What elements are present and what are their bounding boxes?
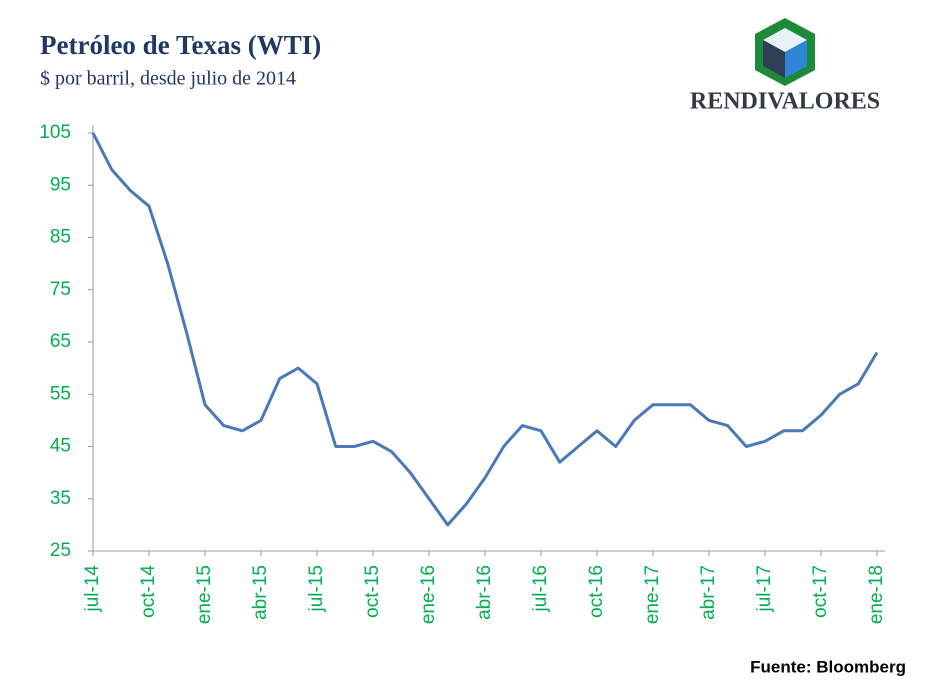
x-tick-label: oct-15 [362,565,383,618]
y-tick-label: 25 [50,540,71,561]
x-tick-label: jul-17 [754,565,775,612]
x-tick-label: abr-15 [250,565,271,620]
chart-title: Petróleo de Texas (WTI) [40,30,321,60]
x-tick-label: ene-15 [194,565,215,624]
x-tick-label: jul-16 [530,565,551,612]
x-tick-label: abr-17 [698,565,719,620]
chart-subtitle: $ por barril, desde julio de 2014 [40,68,296,90]
y-tick-label: 85 [50,227,71,248]
source: Fuente: Bloomberg [750,657,906,676]
y-tick-label: 35 [50,488,71,509]
y-tick-label: 75 [50,279,71,300]
brand: RENDIVALORES [690,89,880,115]
x-tick-label: jul-14 [82,565,103,613]
y-tick-label: 65 [50,331,71,352]
x-tick-label: abr-16 [474,565,495,620]
line-series [91,132,879,527]
x-tick-label: oct-16 [586,565,607,618]
x-tick-label: ene-17 [642,565,663,624]
x-tick-label: oct-17 [810,565,831,618]
y-tick-label: 45 [50,436,71,457]
y-tick-label: 95 [50,174,71,195]
logo-icon [755,18,815,86]
x-tick-label: ene-16 [418,565,439,624]
y-tick-label: 105 [39,122,71,143]
y-tick-label: 55 [50,383,71,404]
x-tick-label: ene-18 [866,565,887,624]
x-tick-label: oct-14 [138,565,159,618]
x-tick-label: jul-15 [306,565,327,612]
